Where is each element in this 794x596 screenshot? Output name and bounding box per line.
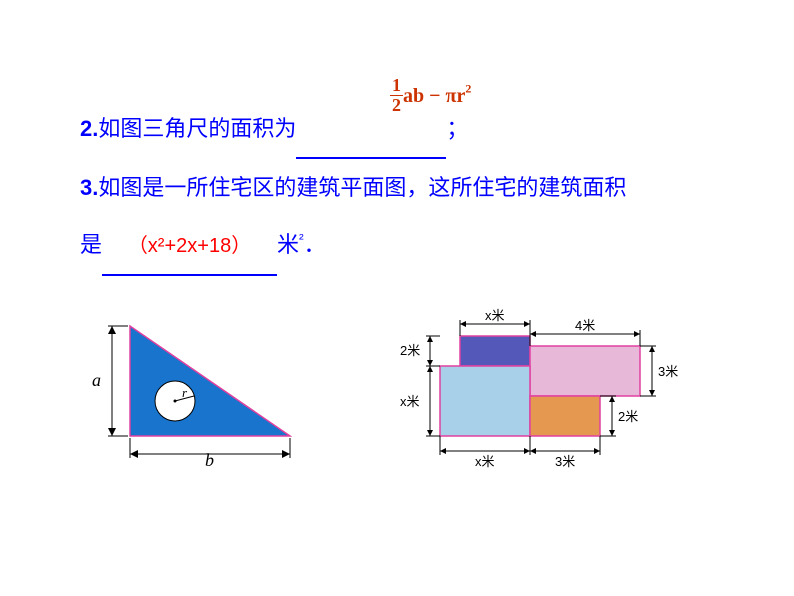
svg-text:x米: x米: [485, 308, 505, 323]
figure-triangle: r a b: [80, 306, 300, 466]
q3-blank: （x²+2x+18）: [102, 216, 277, 275]
q3-text1: 如图是一所住宅区的建筑平面图，这所住宅的建筑面积: [98, 175, 626, 200]
question-2: 2.如图三角尺的面积为 ； 1 2 ab − πr2: [80, 100, 714, 159]
svg-text:x米: x米: [400, 394, 420, 409]
q3-answer: （x²+2x+18）: [128, 220, 251, 272]
q2-text: 如图三角尺的面积为: [98, 116, 296, 141]
fraction: 1 2: [390, 76, 403, 117]
q3-before: 是: [80, 232, 102, 257]
question-3-line1: 3.如图是一所住宅区的建筑平面图，这所住宅的建筑面积: [80, 159, 714, 216]
svg-text:2米: 2米: [400, 343, 420, 358]
svg-text:3米: 3米: [658, 364, 678, 379]
question-3-line2: 是（x²+2x+18）米²．: [80, 216, 714, 275]
q2-formula: 1 2 ab − πr2: [390, 65, 471, 122]
svg-text:3米: 3米: [555, 454, 575, 469]
svg-text:a: a: [92, 370, 101, 390]
svg-text:b: b: [205, 450, 214, 466]
formula-sup: 2: [465, 82, 471, 96]
frac-top: 1: [390, 76, 403, 97]
svg-text:4米: 4米: [575, 318, 595, 333]
formula-rest: ab − πr: [403, 85, 465, 107]
q3-period: ．: [304, 232, 326, 257]
svg-text:x米: x米: [475, 454, 495, 469]
q3-unit-m: 米: [277, 232, 299, 257]
svg-text:2米: 2米: [618, 409, 638, 424]
figure-floorplan: x米 4米 2米 x米 3米 2米 x米 3米: [390, 306, 690, 486]
frac-bot: 2: [390, 96, 403, 116]
q2-number: 2.: [80, 116, 98, 141]
q3-number: 3.: [80, 175, 98, 200]
